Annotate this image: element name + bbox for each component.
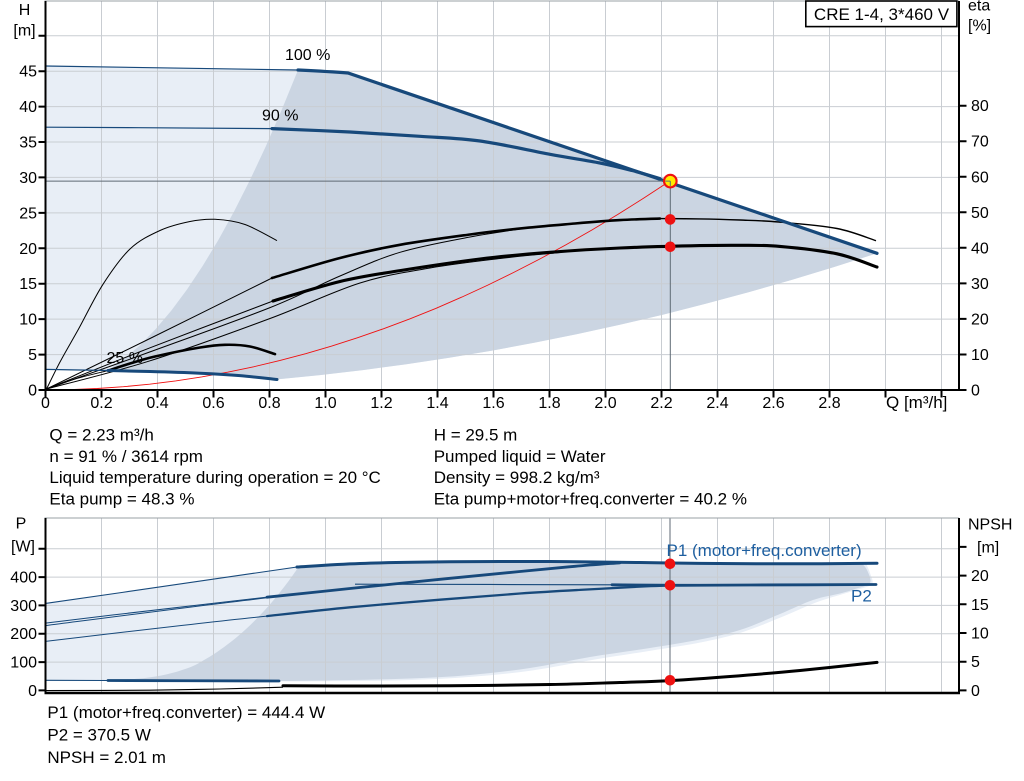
svg-text:20: 20	[971, 568, 989, 585]
svg-text:1.8: 1.8	[538, 395, 560, 412]
svg-text:1.4: 1.4	[426, 395, 448, 412]
svg-text:Eta pump+motor+freq.converter: Eta pump+motor+freq.converter = 40.2 %	[434, 489, 747, 508]
svg-text:H: H	[19, 2, 31, 19]
svg-text:1.0: 1.0	[314, 395, 336, 412]
svg-text:P2: P2	[851, 587, 872, 606]
svg-text:Eta pump = 48.3 %: Eta pump = 48.3 %	[49, 489, 194, 508]
svg-text:10: 10	[971, 626, 989, 643]
svg-text:25: 25	[19, 205, 37, 222]
svg-text:40: 40	[19, 99, 37, 116]
svg-text:5: 5	[28, 347, 37, 364]
svg-text:0.2: 0.2	[90, 395, 112, 412]
svg-text:50: 50	[971, 205, 989, 222]
svg-text:15: 15	[19, 276, 37, 293]
svg-text:0.6: 0.6	[202, 395, 224, 412]
svg-text:1.2: 1.2	[370, 395, 392, 412]
svg-text:Liquid temperature during oper: Liquid temperature during operation = 20…	[49, 468, 380, 487]
svg-text:90 %: 90 %	[262, 108, 298, 125]
svg-text:0: 0	[28, 383, 37, 400]
svg-text:Q [m³/h]: Q [m³/h]	[886, 393, 947, 412]
svg-text:P: P	[16, 516, 27, 533]
svg-text:1.6: 1.6	[482, 395, 504, 412]
svg-text:2.8: 2.8	[818, 395, 840, 412]
svg-text:300: 300	[10, 598, 37, 615]
svg-text:20: 20	[19, 241, 37, 258]
svg-text:Density = 998.2 kg/m³: Density = 998.2 kg/m³	[434, 468, 600, 487]
svg-text:[m]: [m]	[977, 539, 999, 556]
svg-text:0: 0	[41, 395, 50, 412]
svg-text:Q = 2.23 m³/h: Q = 2.23 m³/h	[49, 426, 153, 445]
svg-text:30: 30	[19, 170, 37, 187]
svg-text:80: 80	[971, 98, 989, 115]
svg-text:0: 0	[28, 683, 37, 700]
svg-text:45: 45	[19, 64, 37, 81]
svg-text:200: 200	[10, 626, 37, 643]
svg-text:100 %: 100 %	[285, 47, 330, 64]
svg-text:2.2: 2.2	[650, 395, 672, 412]
svg-text:30: 30	[971, 276, 989, 293]
svg-text:Pumped liquid = Water: Pumped liquid = Water	[434, 447, 606, 466]
svg-text:400: 400	[10, 570, 37, 587]
svg-text:2.0: 2.0	[594, 395, 616, 412]
svg-text:P1 (motor+freq.converter): P1 (motor+freq.converter)	[667, 541, 862, 560]
svg-text:15: 15	[971, 597, 989, 614]
svg-text:NPSH: NPSH	[968, 517, 1012, 534]
svg-text:10: 10	[19, 312, 37, 329]
svg-text:2.4: 2.4	[706, 395, 728, 412]
svg-text:100: 100	[10, 655, 37, 672]
svg-text:P2 = 370.5 W: P2 = 370.5 W	[47, 726, 150, 745]
svg-text:25 %: 25 %	[107, 350, 143, 367]
svg-text:20: 20	[971, 311, 989, 328]
svg-text:n = 91 % / 3614 rpm: n = 91 % / 3614 rpm	[49, 447, 203, 466]
svg-text:40: 40	[971, 240, 989, 257]
svg-text:NPSH = 2.01 m: NPSH = 2.01 m	[47, 748, 166, 767]
svg-text:[m]: [m]	[13, 23, 35, 40]
svg-text:eta: eta	[968, 0, 990, 15]
svg-text:35: 35	[19, 135, 37, 152]
svg-text:0.8: 0.8	[258, 395, 280, 412]
svg-text:2.6: 2.6	[762, 395, 784, 412]
svg-text:5: 5	[971, 654, 980, 671]
svg-text:70: 70	[971, 134, 989, 151]
svg-text:60: 60	[971, 169, 989, 186]
svg-text:10: 10	[971, 347, 989, 364]
svg-text:0: 0	[971, 683, 980, 700]
svg-text:[%]: [%]	[968, 18, 991, 35]
svg-text:0.4: 0.4	[146, 395, 168, 412]
svg-text:CRE 1-4, 3*460 V: CRE 1-4, 3*460 V	[814, 5, 950, 24]
svg-text:0: 0	[971, 383, 980, 400]
svg-text:H = 29.5 m: H = 29.5 m	[434, 426, 518, 445]
svg-text:P1 (motor+freq.converter) = 44: P1 (motor+freq.converter) = 444.4 W	[47, 703, 325, 722]
svg-text:[W]: [W]	[11, 539, 35, 556]
